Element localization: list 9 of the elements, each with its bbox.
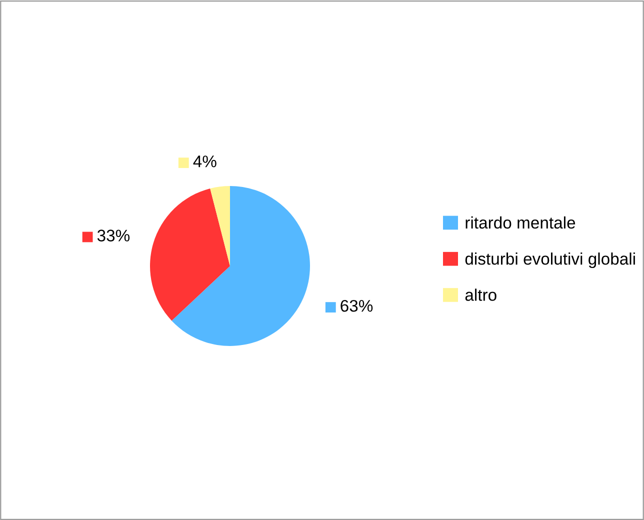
pie-slice (150, 188, 230, 321)
pie-slice (210, 186, 230, 266)
data-label: 63% (340, 300, 373, 312)
legend-label: disturbi evolutivi globali (465, 252, 635, 268)
legend-label: altro (465, 288, 496, 301)
data-label: 33% (97, 230, 130, 242)
data-label: 4% (193, 156, 216, 168)
pie-slice (172, 186, 310, 346)
legend-label: ritardo mentale (466, 216, 576, 229)
